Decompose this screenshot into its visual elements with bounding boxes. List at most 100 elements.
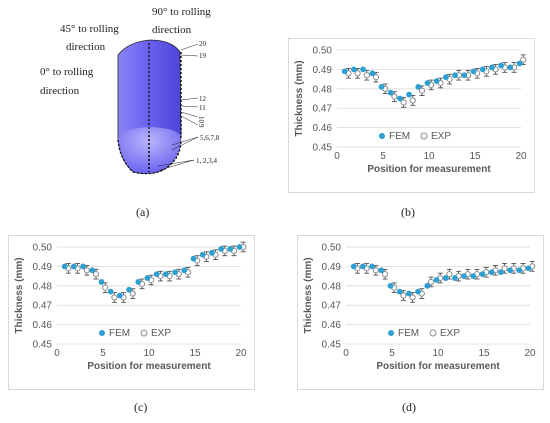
legend-exp-marker [429, 329, 437, 337]
fem-point [507, 267, 513, 274]
legend-exp-label: EXP [431, 131, 451, 142]
legend-exp-marker [140, 329, 148, 337]
x-tick-label: 5 [380, 151, 386, 162]
fem-point [107, 288, 114, 295]
fem-point [89, 267, 96, 274]
fem-point [360, 66, 366, 73]
label-90deg: 90° to rolling [152, 6, 211, 18]
y-tick-label: 0.46 [322, 320, 342, 331]
x-axis-title: Position for measurement [376, 361, 500, 372]
fem-point [396, 288, 403, 295]
fem-point [397, 95, 403, 102]
y-axis-title: Thickness (mm) [294, 60, 305, 136]
exp-point [474, 68, 481, 79]
x-tick-label: 5 [389, 348, 395, 359]
pos-9: 9 [197, 124, 205, 128]
fem-point [190, 255, 197, 262]
chart-b-frame: 0.45 0.46 0.47 0.48 0.49 0.50 0 5 10 15 20 Position… [288, 38, 535, 193]
label-90deg-line2: direction [152, 24, 192, 36]
pos-5-8: 5,6,7,8 [200, 134, 220, 142]
fem-point [153, 271, 160, 278]
fem-point [461, 273, 467, 279]
legend-fem-marker [379, 133, 385, 139]
x-tick-label: 20 [515, 151, 527, 162]
exp-point [363, 69, 370, 81]
fem-point [470, 273, 477, 279]
fem-point [71, 263, 77, 270]
y-tick-label: 0.49 [313, 65, 333, 76]
x-tick-label: 15 [478, 348, 490, 359]
exp-point [381, 268, 389, 280]
fem-point [144, 275, 151, 281]
fem-point [498, 62, 504, 69]
x-tick-label: 10 [423, 151, 435, 162]
fem-point [387, 89, 394, 96]
exp-point [391, 91, 398, 102]
caption-a: (a) [136, 205, 150, 219]
fem-point [479, 66, 486, 73]
fem-point [415, 288, 421, 295]
exp-point [148, 274, 155, 286]
fem-point [351, 66, 357, 73]
fem-point [80, 263, 86, 270]
fem-point [442, 275, 449, 281]
fem-point [360, 263, 366, 270]
fem-point [525, 265, 532, 272]
label-45deg-line2: direction [66, 41, 106, 53]
fem-point [350, 263, 357, 270]
pos-1-4: 1, 2,3,4 [196, 157, 218, 165]
fem-point [378, 267, 385, 274]
legend-fem-label: FEM [109, 328, 130, 339]
fem-point [181, 267, 188, 274]
fem-point [135, 279, 142, 285]
fem-point [172, 269, 179, 276]
fem-point [378, 83, 385, 90]
caption-b: (b) [401, 205, 415, 219]
fem-point [406, 91, 412, 98]
x-tick-label: 15 [189, 348, 201, 359]
legend-fem-label: FEM [389, 131, 410, 142]
caption-d: (d) [402, 400, 416, 414]
y-axis-title: Thickness (mm) [14, 257, 25, 333]
y-tick-label: 0.45 [313, 143, 333, 154]
y-axis-title: Thickness (mm) [303, 257, 314, 333]
fem-point [163, 271, 169, 278]
cup-bottom [118, 127, 181, 174]
legend-exp-marker [420, 132, 428, 140]
fem-point [117, 292, 123, 299]
chart-d-frame: 0.45 0.46 0.47 0.48 0.49 0.50 0 5 10 15 20 Position… [297, 235, 544, 390]
x-tick-label: 15 [469, 151, 481, 162]
chart-d: 0.45 0.46 0.47 0.48 0.49 0.50 0 5 10 15 20 Position… [303, 243, 536, 373]
x-tick-label: 20 [235, 348, 247, 359]
pos-20: 20 [199, 40, 207, 48]
y-tick-label: 0.45 [33, 340, 53, 351]
legend-fem-label: FEM [398, 328, 419, 339]
exp-point [83, 265, 90, 276]
chart-c-frame: 0.45 0.46 0.47 0.48 0.49 0.50 0 5 10 15 20 Position… [8, 235, 255, 390]
fem-point [227, 246, 234, 252]
legend-exp-label: EXP [440, 328, 460, 339]
fem-point [218, 246, 225, 252]
y-tick-label: 0.46 [33, 320, 53, 331]
y-tick-label: 0.47 [33, 301, 53, 312]
fem-point [452, 72, 458, 79]
y-tick-label: 0.47 [322, 301, 342, 312]
fem-point [498, 269, 504, 276]
x-tick-label: 10 [143, 348, 155, 359]
exp-point [400, 290, 407, 301]
label-45deg: 45° to rolling [60, 23, 119, 35]
exp-point [501, 263, 508, 274]
fem-point [236, 244, 243, 250]
fem-point [424, 282, 431, 289]
exp-point [157, 270, 164, 282]
x-tick-label: 20 [524, 348, 536, 359]
exp-point [437, 272, 444, 284]
fem-point [479, 271, 486, 278]
fem-point [424, 80, 431, 86]
label-0deg: 0° to rolling [40, 66, 94, 78]
y-tick-label: 0.50 [313, 46, 333, 57]
x-tick-label: 0 [343, 348, 349, 359]
pos-11: 11 [199, 104, 206, 112]
fem-point [369, 70, 376, 77]
legend-fem-marker [99, 330, 105, 336]
